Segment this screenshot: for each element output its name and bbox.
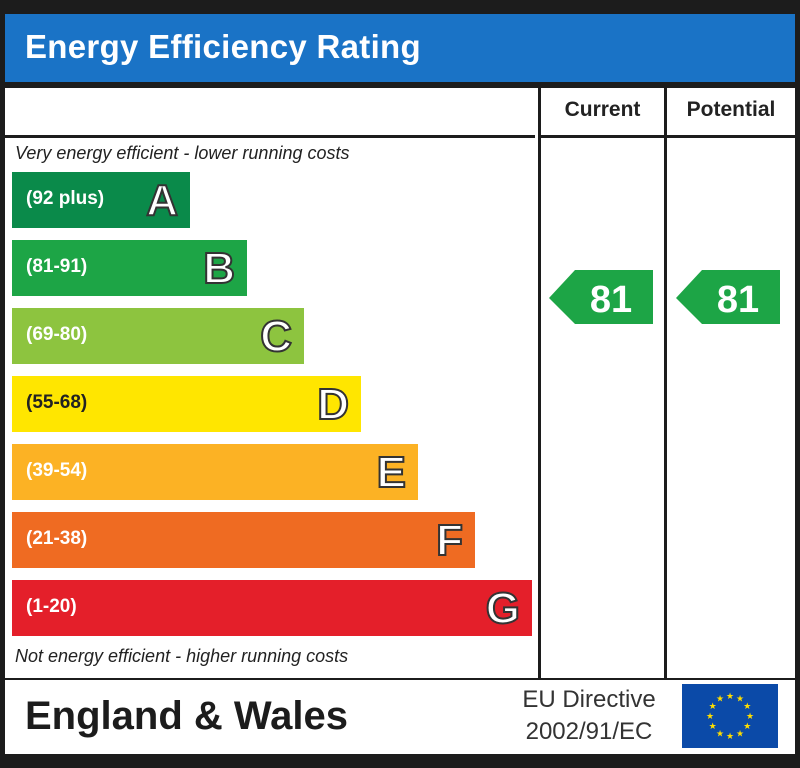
- band-letter: C: [259, 311, 293, 362]
- footer: England & Wales EU Directive 2002/91/EC …: [5, 680, 795, 754]
- eu-star-icon: ★: [726, 691, 734, 701]
- eu-star-icon: ★: [736, 694, 744, 704]
- column-divider-potential: [664, 88, 667, 678]
- rating-band-f: (21-38) F: [12, 512, 475, 568]
- region-label: England & Wales: [25, 694, 349, 738]
- caption-top: Very energy efficient - lower running co…: [15, 143, 350, 163]
- potential-rating-value: 81: [717, 279, 759, 321]
- band-range-label: (81-91): [26, 256, 88, 277]
- eu-star-icon: ★: [746, 711, 754, 721]
- band-letter: F: [435, 515, 464, 566]
- current-rating-arrow: 81: [549, 270, 653, 324]
- current-rating-value: 81: [590, 279, 632, 321]
- eu-star-icon: ★: [716, 694, 724, 704]
- band-letter: E: [376, 447, 407, 498]
- band-letter: D: [316, 379, 350, 430]
- eu-flag-background: [682, 684, 778, 748]
- rating-band-a: (92 plus) A: [12, 172, 190, 228]
- column-divider-current: [538, 88, 541, 678]
- potential-rating-arrow: 81: [676, 270, 780, 324]
- rating-band-c: (69-80) C: [12, 308, 304, 364]
- band-range-label: (1-20): [26, 596, 77, 617]
- title-bar: Energy Efficiency Rating: [5, 14, 795, 82]
- band-range-label: (92 plus): [26, 188, 105, 209]
- header-divider-left: [5, 135, 535, 138]
- header-divider: [540, 135, 795, 138]
- band-letter: A: [145, 175, 179, 226]
- eu-star-icon: ★: [706, 711, 714, 721]
- eu-star-icon: ★: [716, 728, 724, 738]
- rating-band-d: (55-68) D: [12, 376, 361, 432]
- band-letter: G: [485, 583, 521, 634]
- eu-directive: EU Directive 2002/91/EC: [505, 684, 673, 748]
- current-column-header: Current: [564, 98, 641, 121]
- band-range-label: (39-54): [26, 460, 88, 481]
- band-letter: B: [202, 243, 236, 294]
- eu-star-icon: ★: [736, 728, 744, 738]
- potential-column-header: Potential: [686, 98, 776, 121]
- chart-title: Energy Efficiency Rating: [25, 28, 421, 65]
- band-range-label: (55-68): [26, 392, 88, 413]
- directive-line-1: EU Directive: [522, 686, 656, 713]
- rating-band-e: (39-54) E: [12, 444, 418, 500]
- band-range-label: (21-38): [26, 528, 88, 549]
- rating-band-g: (1-20) G: [12, 580, 532, 636]
- eu-flag-icon: ★ ★★★★★★★★★★★: [682, 684, 778, 748]
- eu-star-icon: ★: [743, 721, 751, 731]
- eu-star-icon: ★: [743, 701, 751, 711]
- potential-arrow-shape: [676, 270, 780, 324]
- current-arrow-shape: [549, 270, 653, 324]
- eu-star-icon: ★: [709, 721, 717, 731]
- eu-star-icon: ★: [726, 731, 734, 741]
- caption-bottom: Not energy efficient - higher running co…: [15, 646, 349, 666]
- rating-band-b: (81-91) B: [12, 240, 247, 296]
- directive-line-2: 2002/91/EC: [525, 718, 653, 745]
- band-range-label: (69-80): [26, 324, 88, 345]
- eu-star-icon: ★: [709, 701, 717, 711]
